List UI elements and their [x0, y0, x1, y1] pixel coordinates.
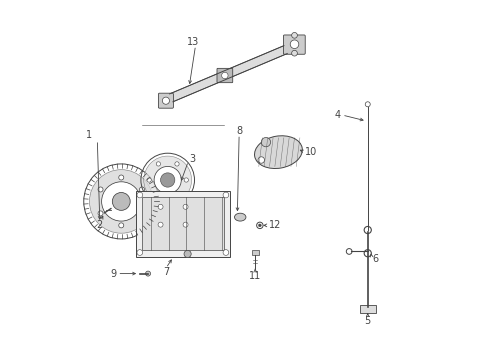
FancyBboxPatch shape	[283, 35, 305, 54]
Polygon shape	[169, 46, 286, 102]
Circle shape	[223, 249, 228, 255]
Text: 8: 8	[236, 126, 242, 136]
Circle shape	[365, 102, 369, 107]
Circle shape	[183, 222, 188, 227]
Circle shape	[258, 224, 261, 227]
Circle shape	[147, 178, 151, 182]
Circle shape	[98, 187, 103, 192]
Circle shape	[183, 204, 188, 209]
Text: 9: 9	[110, 269, 116, 279]
Text: 7: 7	[163, 267, 169, 277]
Circle shape	[143, 156, 191, 204]
Circle shape	[139, 187, 144, 192]
Circle shape	[119, 223, 123, 228]
Circle shape	[162, 97, 169, 104]
Text: 6: 6	[371, 253, 377, 264]
Circle shape	[184, 178, 188, 182]
Bar	[251, 250, 258, 255]
Circle shape	[291, 32, 297, 38]
FancyBboxPatch shape	[217, 68, 232, 83]
Circle shape	[158, 204, 163, 209]
Ellipse shape	[254, 136, 302, 168]
Text: 11: 11	[248, 271, 261, 281]
Circle shape	[112, 193, 130, 210]
Circle shape	[139, 211, 144, 216]
Circle shape	[119, 175, 123, 180]
FancyBboxPatch shape	[142, 197, 224, 250]
Text: 1: 1	[86, 130, 92, 140]
Circle shape	[175, 194, 179, 198]
Circle shape	[158, 222, 163, 227]
FancyBboxPatch shape	[135, 191, 230, 257]
Bar	[359, 305, 375, 313]
Circle shape	[258, 157, 264, 163]
Circle shape	[102, 182, 141, 221]
Circle shape	[98, 211, 103, 216]
Text: 13: 13	[186, 37, 199, 48]
Circle shape	[137, 249, 142, 255]
Circle shape	[175, 162, 179, 166]
Circle shape	[156, 194, 160, 198]
Ellipse shape	[234, 213, 245, 221]
Text: 10: 10	[305, 147, 317, 157]
Text: 2: 2	[97, 220, 103, 230]
Text: 12: 12	[268, 220, 281, 230]
Circle shape	[183, 250, 191, 257]
Circle shape	[291, 50, 297, 56]
FancyBboxPatch shape	[158, 93, 173, 108]
Circle shape	[137, 192, 142, 198]
Circle shape	[89, 170, 153, 233]
Circle shape	[223, 192, 228, 198]
Circle shape	[221, 72, 227, 79]
Circle shape	[154, 166, 181, 194]
Text: 5: 5	[364, 316, 370, 326]
Circle shape	[261, 138, 270, 147]
Circle shape	[160, 173, 175, 187]
Circle shape	[145, 271, 150, 276]
Text: 3: 3	[189, 154, 195, 164]
Circle shape	[156, 162, 160, 166]
Circle shape	[290, 40, 298, 49]
Text: 4: 4	[334, 110, 340, 120]
